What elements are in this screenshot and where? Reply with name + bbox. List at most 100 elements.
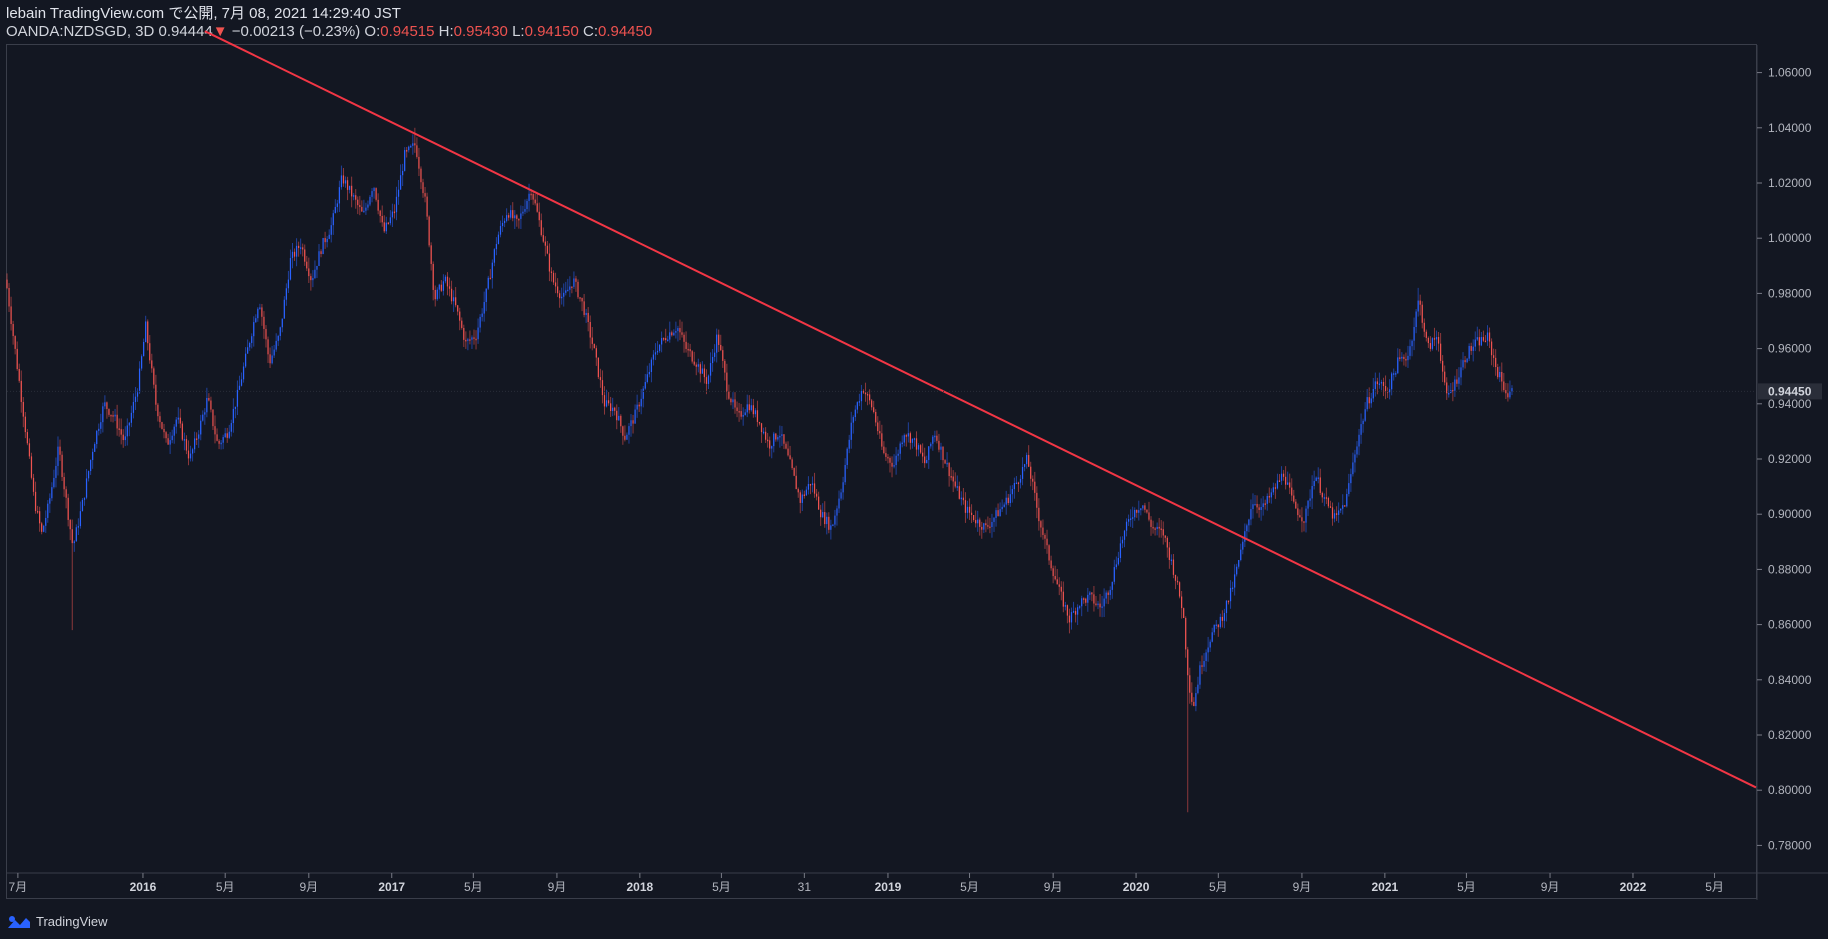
- candle-body: [94, 444, 96, 452]
- candle-body: [1415, 311, 1417, 328]
- candle-body: [826, 516, 828, 525]
- candle-body: [518, 218, 520, 221]
- candle-body: [1466, 358, 1468, 363]
- candle-body: [1229, 587, 1232, 602]
- candle-body: [189, 453, 192, 459]
- candle-body: [67, 497, 69, 520]
- candle-body: [1299, 515, 1301, 518]
- candle-body: [1158, 526, 1160, 529]
- candle-body: [975, 520, 977, 524]
- candle-body: [501, 222, 504, 227]
- candle-body: [242, 366, 245, 380]
- candle-body: [479, 316, 481, 328]
- candle-body: [314, 269, 316, 279]
- candle-body: [357, 199, 359, 206]
- candle-body: [803, 494, 805, 497]
- candle-body: [51, 487, 53, 499]
- candle-body: [919, 445, 922, 453]
- candle-body: [928, 446, 930, 460]
- candle-body: [469, 339, 471, 341]
- candle-body: [1478, 337, 1480, 346]
- candle-body: [605, 400, 608, 407]
- candle-body: [1346, 493, 1348, 507]
- candle-body: [536, 203, 538, 212]
- candle-body: [259, 307, 261, 309]
- candle-body: [522, 211, 524, 214]
- candle-body: [740, 411, 742, 417]
- candle-body: [970, 512, 973, 516]
- candle-body: [1227, 600, 1230, 603]
- candle-body: [764, 431, 767, 440]
- candle-body: [436, 289, 438, 300]
- candle-body: [1301, 517, 1303, 522]
- candle-body: [1011, 489, 1013, 495]
- candle-body: [1130, 518, 1132, 520]
- candle-body: [1423, 322, 1425, 332]
- candle-body: [1452, 390, 1454, 392]
- candle-body: [805, 489, 807, 496]
- candle-body: [546, 245, 549, 254]
- candle-body: [956, 486, 958, 488]
- candle-body: [1079, 606, 1081, 608]
- candle-body: [346, 180, 349, 190]
- candle-body: [587, 312, 589, 323]
- candle-body: [1376, 381, 1378, 385]
- candle-body: [387, 222, 389, 225]
- candle-body: [1234, 574, 1236, 588]
- candle-body: [165, 432, 167, 439]
- candle-body: [1121, 539, 1124, 544]
- candle-body: [71, 529, 73, 544]
- candle-body: [22, 401, 24, 417]
- candle-body: [915, 438, 918, 450]
- candle-body: [671, 332, 673, 336]
- y-tick-label: 1.06000: [1768, 66, 1812, 80]
- candle-body: [736, 407, 738, 412]
- candle-body: [183, 439, 186, 441]
- x-tick-label: 2016: [130, 880, 157, 894]
- candle-body: [495, 243, 498, 250]
- candle-body: [640, 398, 642, 407]
- candle-body: [212, 409, 214, 427]
- candle-body: [632, 420, 634, 424]
- candle-body: [128, 422, 130, 426]
- candle-body: [138, 368, 141, 393]
- close-value: 0.94450: [597, 23, 653, 40]
- y-tick-label: 0.78000: [1768, 838, 1812, 852]
- candle-body: [1437, 337, 1440, 344]
- candle-body: [247, 347, 249, 354]
- candle-body: [924, 456, 926, 464]
- candle-body: [830, 525, 832, 530]
- candle-body: [1028, 454, 1030, 467]
- low-value: 0.94150: [524, 23, 579, 40]
- candle-body: [1419, 300, 1421, 305]
- candle-body: [1225, 600, 1228, 614]
- candle-body: [575, 278, 577, 282]
- candle-body: [1048, 545, 1050, 561]
- candle-body: [61, 454, 63, 478]
- down-arrow-icon: ▼: [212, 23, 228, 40]
- candle-body: [711, 356, 714, 364]
- candle-body: [1458, 377, 1460, 384]
- candle-body: [1003, 504, 1005, 507]
- candle-body: [438, 284, 440, 290]
- candle-body: [1266, 495, 1268, 504]
- candle-body: [622, 426, 624, 436]
- y-tick-label: 0.88000: [1768, 562, 1812, 576]
- candle-body: [1236, 566, 1238, 575]
- candle-body: [1333, 513, 1336, 519]
- candle-body: [216, 434, 218, 441]
- candle-body: [964, 500, 967, 513]
- candle-body: [193, 438, 196, 450]
- candle-body: [39, 511, 41, 524]
- candle-body: [860, 391, 863, 402]
- candle-body: [767, 439, 769, 442]
- candle-body: [650, 359, 653, 372]
- candle-body: [565, 290, 567, 293]
- candle-body: [96, 430, 98, 445]
- candle-body: [1252, 504, 1254, 510]
- symbol-name[interactable]: OANDA:NZDSGD, 3D: [6, 23, 155, 40]
- candle-body: [47, 503, 49, 518]
- candle-body: [1201, 665, 1203, 667]
- candle-body: [1209, 641, 1211, 648]
